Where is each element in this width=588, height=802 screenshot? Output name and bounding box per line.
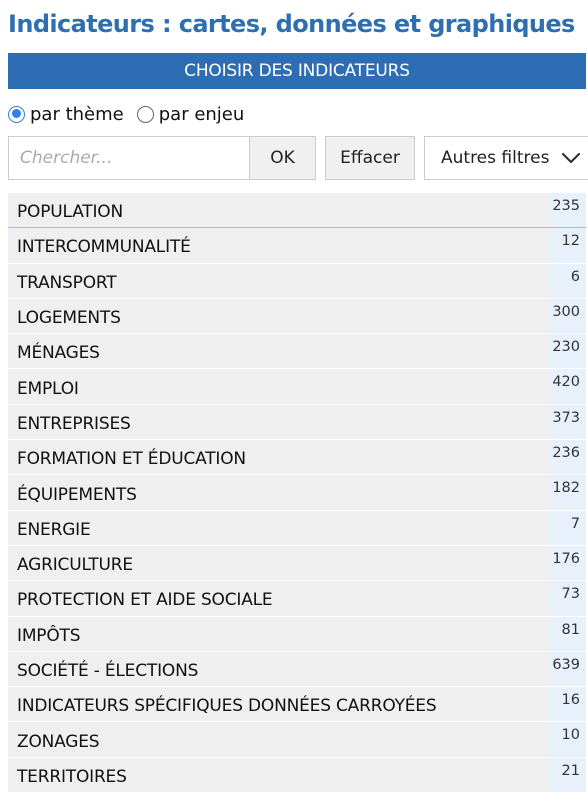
theme-row[interactable]: POPULATION 235 bbox=[8, 193, 586, 229]
clear-button[interactable]: Effacer bbox=[325, 136, 415, 180]
radio-par-enjeu[interactable]: par enjeu bbox=[136, 103, 245, 125]
other-filters-button[interactable]: Autres filtres bbox=[424, 136, 588, 180]
theme-count: 16 bbox=[550, 687, 586, 722]
theme-count: 73 bbox=[550, 581, 586, 616]
theme-row[interactable]: FORMATION ET ÉDUCATION 236 bbox=[8, 440, 586, 476]
theme-row[interactable]: ENTREPRISES 373 bbox=[8, 404, 586, 441]
theme-row[interactable]: ZONAGES 10 bbox=[8, 722, 586, 758]
theme-label: TERRITOIRES bbox=[17, 766, 127, 787]
theme-count: 12 bbox=[550, 228, 586, 263]
other-filters-label: Autres filtres bbox=[441, 148, 550, 168]
theme-label: ÉQUIPEMENTS bbox=[17, 484, 137, 505]
theme-label: EMPLOI bbox=[17, 378, 79, 399]
theme-row[interactable]: INDICATEURS SPÉCIFIQUES DONNÉES CARROYÉE… bbox=[8, 687, 586, 723]
theme-label: AGRICULTURE bbox=[17, 555, 133, 576]
theme-label: ENERGIE bbox=[17, 519, 91, 540]
theme-label: SOCIÉTÉ - ÉLECTIONS bbox=[17, 661, 199, 681]
theme-row[interactable]: SOCIÉTÉ - ÉLECTIONS 639 bbox=[8, 651, 586, 688]
view-mode-radio-group: par thème par enjeu bbox=[8, 102, 244, 126]
radio-unchecked-icon[interactable] bbox=[136, 105, 154, 123]
theme-count: 235 bbox=[550, 193, 586, 228]
theme-label: IMPÔTS bbox=[17, 625, 81, 646]
theme-row[interactable]: MÉNAGES 230 bbox=[8, 334, 586, 370]
theme-row[interactable]: AGRICULTURE 176 bbox=[8, 545, 586, 582]
theme-count: 21 bbox=[550, 757, 586, 793]
theme-row[interactable]: IMPÔTS 81 bbox=[8, 616, 586, 652]
theme-row[interactable]: INTERCOMMUNALITÉ 12 bbox=[8, 228, 586, 264]
chevron-down-icon bbox=[562, 152, 581, 164]
theme-count: 7 bbox=[550, 510, 586, 545]
radio-checked-icon[interactable] bbox=[8, 105, 25, 123]
theme-row[interactable]: PROTECTION ET AIDE SOCIALE 73 bbox=[8, 581, 586, 617]
choose-indicators-banner: CHOISIR DES INDICATEURS bbox=[8, 53, 586, 89]
theme-label: INDICATEURS SPÉCIFIQUES DONNÉES CARROYÉE… bbox=[17, 696, 437, 717]
theme-list: POPULATION 235 INTERCOMMUNALITÉ 12 TRANSPORT… bbox=[8, 193, 586, 794]
theme-label: ZONAGES bbox=[17, 731, 100, 752]
radio-par-theme[interactable]: par thème bbox=[8, 104, 124, 125]
theme-label: FORMATION ET ÉDUCATION bbox=[17, 449, 246, 470]
radio-par-enjeu-label: par enjeu bbox=[158, 103, 245, 125]
theme-label: MÉNAGES bbox=[17, 343, 100, 364]
theme-row[interactable]: TRANSPORT 6 bbox=[8, 263, 586, 299]
theme-label: ENTREPRISES bbox=[17, 413, 131, 434]
theme-row[interactable]: TERRITOIRES 21 bbox=[8, 757, 586, 794]
theme-row[interactable]: EMPLOI 420 bbox=[8, 369, 586, 405]
theme-label: POPULATION bbox=[17, 202, 123, 223]
theme-row[interactable]: LOGEMENTS 300 bbox=[8, 298, 586, 335]
page-title: Indicateurs : cartes, données et graphiq… bbox=[8, 10, 575, 38]
search-input[interactable] bbox=[8, 136, 250, 180]
theme-count: 176 bbox=[550, 545, 586, 581]
theme-count: 420 bbox=[550, 369, 586, 404]
theme-label: PROTECTION ET AIDE SOCIALE bbox=[17, 590, 273, 611]
theme-label: TRANSPORT bbox=[17, 272, 117, 293]
theme-count: 6 bbox=[550, 263, 586, 298]
theme-count: 639 bbox=[550, 651, 586, 687]
theme-row[interactable]: ÉQUIPEMENTS 182 bbox=[8, 475, 586, 511]
theme-count: 10 bbox=[550, 722, 586, 757]
theme-count: 182 bbox=[550, 475, 586, 510]
theme-label: LOGEMENTS bbox=[17, 308, 121, 329]
theme-count: 373 bbox=[550, 404, 586, 440]
theme-count: 236 bbox=[550, 440, 586, 475]
theme-count: 230 bbox=[550, 334, 586, 369]
radio-par-theme-label: par thème bbox=[30, 103, 124, 125]
theme-label: INTERCOMMUNALITÉ bbox=[17, 237, 191, 258]
theme-count: 300 bbox=[550, 298, 586, 334]
theme-count: 81 bbox=[550, 616, 586, 651]
theme-row[interactable]: ENERGIE 7 bbox=[8, 510, 586, 546]
ok-button[interactable]: OK bbox=[249, 136, 316, 180]
